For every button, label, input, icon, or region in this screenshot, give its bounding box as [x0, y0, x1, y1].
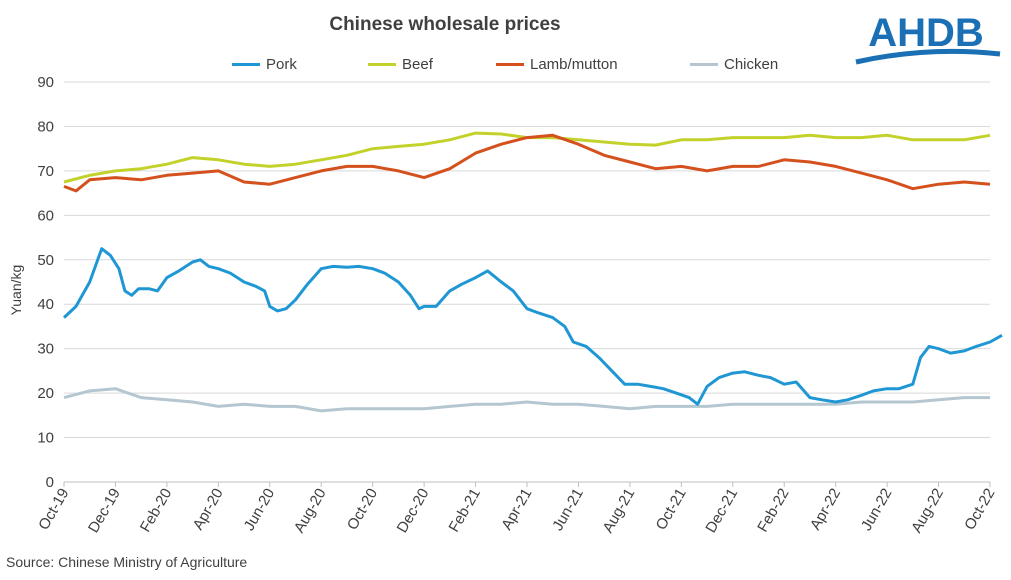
x-tick-label: Oct-19 — [35, 486, 72, 533]
line-chart: 0 10 20 30 40 50 60 70 80 90 Oct-19 Dec-19 Feb-20 Apr… — [35, 74, 1003, 536]
x-tick-label: Dec-19 — [85, 486, 124, 536]
y-tick-label: 20 — [37, 385, 54, 402]
x-tick-label: Oct-20 — [344, 486, 381, 533]
x-tick-label: Feb-20 — [137, 486, 175, 536]
x-tick-label: Apr-22 — [807, 486, 844, 533]
ahdb-logo: AHDB — [855, 11, 1001, 65]
legend-swatch — [690, 63, 718, 66]
legend-label: Pork — [266, 56, 297, 73]
y-tick-label: 30 — [37, 341, 54, 358]
chart-title: Chinese wholesale prices — [329, 14, 561, 35]
x-tick-label: Oct-22 — [961, 486, 998, 533]
x-tick-label: Feb-21 — [446, 486, 484, 536]
x-tick-label: Dec-20 — [394, 486, 433, 536]
y-tick-label: 0 — [46, 474, 54, 491]
x-tick-label: Oct-21 — [653, 486, 690, 533]
x-tick-label: Aug-21 — [599, 486, 638, 536]
x-tick-label: Feb-22 — [754, 486, 792, 536]
x-tick-label: Jun-21 — [549, 486, 587, 534]
x-tick-label: Aug-20 — [291, 486, 330, 536]
y-tick-label: 40 — [37, 296, 54, 313]
legend-item-lamb-mutton: Lamb/mutton — [496, 56, 618, 73]
legend-swatch — [232, 63, 260, 66]
x-tick-label: Jun-22 — [858, 486, 896, 534]
x-tick-label: Apr-21 — [498, 486, 535, 533]
x-tick-label: Aug-22 — [908, 486, 947, 536]
source-note: Source: Chinese Ministry of Agriculture — [6, 554, 248, 570]
y-tick-label: 80 — [37, 118, 54, 135]
y-tick-label: 90 — [37, 74, 54, 91]
legend-label: Lamb/mutton — [530, 56, 618, 73]
legend-swatch — [368, 63, 396, 66]
legend: Pork Beef Lamb/mutton Chicken — [0, 56, 1011, 78]
series-line-chicken — [63, 387, 990, 413]
legend-label: Beef — [402, 56, 433, 73]
series-line-beef — [63, 131, 991, 184]
legend-item-pork: Pork — [232, 56, 297, 73]
x-tick-label: Apr-20 — [190, 486, 227, 533]
y-tick-label: 10 — [37, 430, 54, 447]
y-tick-label: 50 — [37, 252, 54, 269]
legend-swatch — [496, 63, 524, 66]
legend-label: Chicken — [724, 56, 779, 73]
logo-text: AHDB — [868, 11, 984, 55]
x-tick-label: Jun-20 — [241, 486, 279, 534]
series-line-pork — [62, 247, 1003, 406]
series-line-lamb-mutton — [63, 133, 991, 193]
legend-item-beef: Beef — [368, 56, 433, 73]
y-tick-label: 70 — [37, 163, 54, 180]
y-tick-label: 60 — [37, 207, 54, 224]
x-tick-label: Dec-21 — [702, 486, 741, 536]
legend-item-chicken: Chicken — [690, 56, 778, 73]
